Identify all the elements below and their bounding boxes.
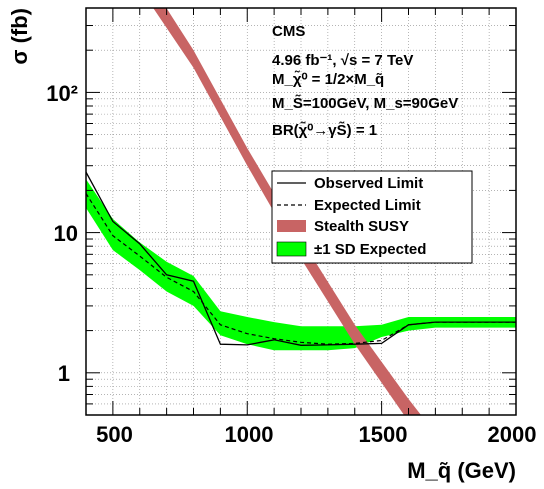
stealth-susy-band — [153, 8, 422, 415]
luminosity-energy-label: 4.96 fb⁻¹, √s = 7 TeV — [272, 52, 413, 69]
annotation-block: CMS 4.96 fb⁻¹, √s = 7 TeV M_χ̃⁰ = 1/2×M_… — [272, 23, 458, 139]
one-sigma-expected-band — [86, 179, 516, 351]
x-tick-label: 2000 — [488, 422, 537, 447]
y-tick-label: 10² — [46, 81, 78, 106]
x-tick-label: 500 — [96, 422, 133, 447]
experiment-label: CMS — [272, 23, 305, 40]
y-tick-label: 1 — [58, 361, 70, 386]
legend-sd-swatch — [276, 241, 307, 257]
x-axis-title: M_q̃ (GeV) — [407, 458, 516, 483]
legend-stealth-swatch — [277, 220, 306, 232]
legend-stealth-label: Stealth SUSY — [314, 218, 409, 235]
neutralino-mass-label: M_χ̃⁰ = 1/2×M_q̃ — [272, 70, 384, 88]
legend: Observed Limit Expected Limit Stealth SU… — [271, 170, 473, 264]
y-tick-label: 10 — [54, 221, 78, 246]
legend-sd-label: ±1 SD Expected — [314, 241, 426, 258]
legend-expected-label: Expected Limit — [314, 197, 421, 214]
observed-limit-line — [86, 171, 516, 346]
singlino-singlet-mass-label: M_S̃=100GeV, M_s=90GeV — [272, 94, 458, 112]
y-axis-title: σ (fb) — [7, 8, 32, 65]
expected-limit-line — [86, 193, 516, 345]
axis-ticks — [85, 7, 517, 416]
x-tick-label: 1000 — [225, 422, 274, 447]
x-tick-label: 1500 — [359, 422, 408, 447]
branching-ratio-label: BR(χ̃⁰→γS̃) = 1 — [272, 121, 377, 139]
legend-observed-label: Observed Limit — [314, 175, 423, 192]
